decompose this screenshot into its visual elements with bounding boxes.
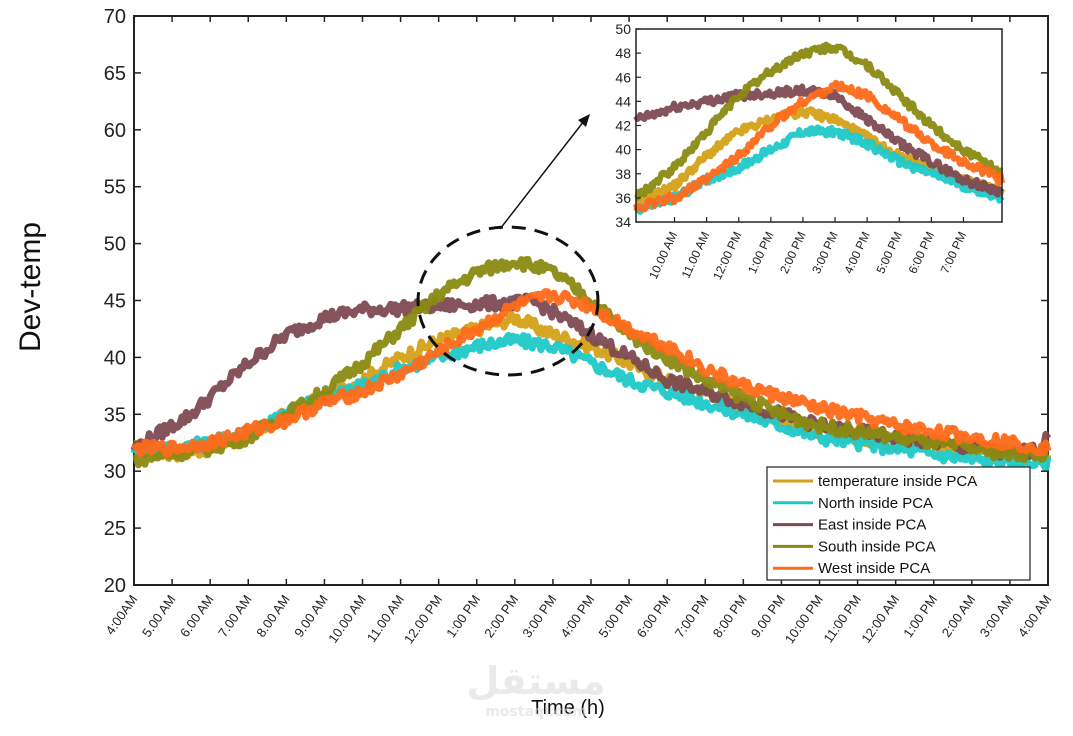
inset-y-tick-label: 44 bbox=[615, 93, 631, 109]
main-series-group bbox=[130, 256, 1052, 472]
watermark-latin: mostaql.com bbox=[485, 704, 586, 720]
y-tick-label: 25 bbox=[104, 518, 126, 540]
x-tick-label: 7.00 AM bbox=[215, 592, 255, 640]
y-tick-label: 55 bbox=[104, 177, 126, 199]
inset-y-tick-label: 40 bbox=[615, 142, 631, 158]
y-tick-label: 50 bbox=[104, 234, 126, 256]
inset-series-line-south-inside-pca bbox=[634, 41, 1004, 202]
x-tick-label: 9.00 PM bbox=[748, 592, 788, 640]
inset-series-group bbox=[633, 41, 1005, 215]
inset-y-tick-label: 38 bbox=[615, 166, 631, 182]
series-line-north-inside-pca bbox=[130, 332, 1052, 472]
x-tick-label: 8:00 PM bbox=[710, 592, 750, 640]
zoom-arrow-head bbox=[578, 114, 590, 127]
inset-y-tick-label: 36 bbox=[615, 190, 631, 206]
inset-x-tick-label: 10.00 AM bbox=[646, 229, 680, 281]
x-tick-label: 8.00 AM bbox=[253, 592, 293, 640]
x-tick-label: 12:00 AM bbox=[858, 592, 902, 646]
x-tick-label: 5:00 PM bbox=[595, 592, 635, 640]
inset-x-tick-label: 5:00 PM bbox=[873, 229, 905, 275]
x-tick-label: 4:00 PM bbox=[557, 592, 597, 640]
x-tick-label: 6.00 AM bbox=[177, 592, 217, 640]
inset-x-tick-label: 2:00 PM bbox=[777, 229, 809, 275]
y-axis-label: Dev-temp bbox=[14, 222, 47, 352]
x-axis-label: Time (h) bbox=[531, 697, 605, 719]
legend-label-west-inside-pca: West inside PCA bbox=[818, 560, 930, 577]
inset-y-tick-label: 50 bbox=[615, 21, 631, 37]
y-tick-label: 20 bbox=[104, 575, 126, 597]
legend-label-east-inside-pca: East inside PCA bbox=[818, 517, 926, 534]
y-axis-ticks: 20 25 30 35 40 45 50 55 60 65 70 bbox=[104, 6, 1048, 597]
y-tick-label: 45 bbox=[104, 291, 126, 313]
inset-x-tick-label: 4:00 PM bbox=[841, 229, 873, 275]
inset-y-tick-label: 46 bbox=[615, 69, 631, 85]
inset-y-tick-label: 42 bbox=[615, 118, 631, 134]
watermark-arabic: مستقل bbox=[467, 659, 606, 703]
y-tick-label: 60 bbox=[104, 120, 126, 142]
inset-y-tick-label: 48 bbox=[615, 45, 631, 61]
series-line-west-inside-pca bbox=[131, 288, 1052, 458]
x-tick-label: 2:00 PM bbox=[481, 592, 521, 640]
x-tick-label: 6:00 PM bbox=[634, 592, 674, 640]
x-tick-label: 1:00 PM bbox=[443, 592, 483, 640]
inset-x-tick-label: 6:00 PM bbox=[906, 229, 938, 275]
x-tick-label: 3:00 AM bbox=[977, 592, 1017, 640]
legend-label-north-inside-pca: North inside PCA bbox=[818, 495, 933, 512]
x-tick-label: 4:00 AM bbox=[1015, 592, 1055, 640]
inset-x-tick-label: 12:00 PM bbox=[710, 229, 744, 281]
legend-label-temperature-inside-pca: temperature inside PCA bbox=[818, 473, 977, 490]
x-tick-label: 7:00 PM bbox=[672, 592, 712, 640]
y-tick-label: 30 bbox=[104, 461, 126, 483]
x-tick-label: 10:00 PM bbox=[782, 592, 826, 646]
inset-x-tick-label: 7:00 PM bbox=[938, 229, 970, 275]
x-tick-label: 5.00 AM bbox=[139, 592, 179, 640]
x-tick-label: 10.00 AM bbox=[325, 592, 369, 646]
inset-x-tick-label: 11.00 AM bbox=[679, 229, 713, 280]
x-tick-label: 4:00AM bbox=[102, 592, 140, 637]
zoom-arrow bbox=[499, 120, 585, 230]
x-tick-label: 2:00 AM bbox=[939, 592, 979, 640]
x-tick-label: 9.00 AM bbox=[291, 592, 331, 640]
inset-y-tick-label: 34 bbox=[615, 214, 631, 230]
inset-x-tick-label: 3:00 PM bbox=[809, 229, 841, 275]
inset-y-axis-ticks: 34 36 38 40 42 44 46 48 50 bbox=[615, 21, 641, 230]
x-tick-label: 3:00 PM bbox=[519, 592, 559, 640]
y-tick-label: 70 bbox=[104, 6, 126, 28]
legend: temperature inside PCA North inside PCA Ea… bbox=[766, 466, 1031, 581]
zoom-circle bbox=[416, 225, 600, 377]
y-tick-label: 35 bbox=[104, 404, 126, 426]
inset-x-tick-label: 1:00 PM bbox=[745, 229, 777, 275]
legend-label-south-inside-pca: South inside PCA bbox=[818, 538, 936, 555]
x-tick-label: 12.00 PM bbox=[401, 592, 445, 646]
x-tick-label: 1:00 PM bbox=[900, 592, 940, 640]
inset-series-line-west-inside-pca bbox=[633, 79, 1005, 213]
y-tick-label: 65 bbox=[104, 63, 126, 85]
y-tick-label: 40 bbox=[104, 347, 126, 369]
